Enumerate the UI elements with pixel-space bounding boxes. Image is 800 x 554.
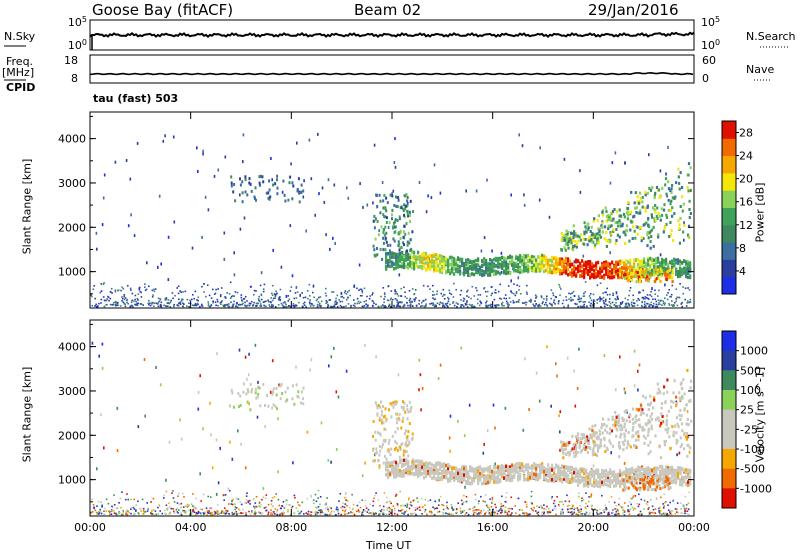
freq-tick-high: 18 (64, 54, 78, 67)
noise-tick-left-high: 105 (68, 15, 87, 29)
power-colorbar-label-20: 20 (739, 173, 753, 186)
power-colorbar-label-16: 16 (739, 196, 753, 209)
nave-label: Nave (746, 63, 775, 76)
velocity-colorbar-seg-8 (722, 488, 736, 509)
y-tick-label-velocity-4000: 4000 (58, 341, 86, 354)
velocity-colorbar-seg-6 (722, 449, 736, 470)
y-tick-label-velocity-2000: 2000 (58, 429, 86, 442)
x-tick-label-3: 12:00 (376, 521, 408, 534)
noise-panel-frame (89, 19, 695, 51)
velocity-colorbar-label-6: -500 (740, 463, 765, 476)
freq-label: Freq. (6, 55, 34, 68)
y-tick-label-power-3000: 3000 (58, 177, 86, 190)
power-colorbar-label-12: 12 (739, 219, 753, 232)
power-colorbar-seg-7 (722, 155, 736, 174)
velocity-colorbar-seg-7 (722, 468, 736, 489)
nave-tick-low: 0 (702, 72, 709, 85)
x-tick-label-4: 16:00 (477, 521, 509, 534)
y-tick-label-velocity-3000: 3000 (58, 385, 86, 398)
noise-trace (89, 31, 695, 39)
velocity-colorbar-label-1: 500 (740, 364, 761, 377)
x-axis-label: Time UT (366, 539, 412, 552)
cpid-text: tau (fast) 503 (93, 92, 179, 105)
nsky-label: N.Sky (4, 30, 36, 43)
freq-unit: [MHz] (2, 66, 35, 79)
power-colorbar-label-28: 28 (739, 127, 753, 140)
velocity-colorbar-label-0: 1000 (740, 345, 768, 358)
velocity-colorbar-label-2: 100 (740, 384, 761, 397)
noise-tick-right-low: 100 (701, 38, 720, 52)
power-colorbar-seg-2 (722, 242, 736, 260)
velocity-colorbar-label-4: -25 (740, 423, 758, 436)
power-colorbar-label-4: 4 (739, 265, 746, 278)
panel-power-cells (90, 132, 692, 308)
velocity-colorbar-seg-5 (722, 429, 736, 450)
velocity-colorbar-seg-4 (722, 409, 736, 430)
power-colorbar-label-8: 8 (739, 242, 746, 255)
freq-tick-low: 8 (71, 72, 78, 85)
velocity-colorbar-label-5: -100 (740, 443, 765, 456)
freq-trace (89, 71, 694, 76)
date-title: 29/Jan/2016 (588, 1, 679, 19)
x-tick-label-1: 04:00 (175, 521, 207, 534)
velocity-colorbar-seg-3 (722, 390, 736, 411)
velocity-colorbar-seg-1 (722, 350, 736, 371)
power-colorbar-seg-3 (722, 224, 736, 243)
power-colorbar-seg-9 (722, 121, 736, 139)
cpid-label: CPID (6, 81, 36, 94)
noise-tick-left-low: 100 (68, 38, 87, 52)
y-tick-label-power-4000: 4000 (58, 133, 86, 146)
noise-tick-right-high: 105 (701, 15, 720, 29)
x-tick-label-6: 00:00 (678, 521, 710, 534)
velocity-colorbar-seg-2 (722, 370, 736, 391)
x-tick-label-0: 00:00 (74, 521, 106, 534)
y-tick-label-power-1000: 1000 (58, 266, 86, 279)
panel-velocity-cells (90, 341, 693, 516)
velocity-colorbar-label-7: -1000 (740, 482, 772, 495)
velocity-colorbar-seg-0 (722, 331, 736, 352)
y-tick-label-velocity-1000: 1000 (58, 474, 86, 487)
power-colorbar-seg-4 (722, 207, 736, 226)
nave-tick-high: 60 (702, 54, 716, 67)
nsearch-label: N.Search (746, 30, 796, 43)
x-tick-label-2: 08:00 (275, 521, 307, 534)
velocity-colorbar-frame (721, 330, 737, 509)
power-colorbar-frame (721, 120, 737, 295)
freq-panel-frame (89, 54, 695, 84)
power-colorbar-seg-8 (722, 138, 736, 157)
power-colorbar-label-24: 24 (739, 150, 753, 163)
y-tick-label-power-2000: 2000 (58, 221, 86, 234)
x-tick-label-5: 20:00 (577, 521, 609, 534)
velocity-colorbar-label-3: 25 (740, 404, 754, 417)
beam-title: Beam 02 (354, 1, 422, 19)
station-title: Goose Bay (fitACF) (92, 1, 234, 19)
power-colorbar-seg-0 (722, 276, 736, 295)
power-colorbar-seg-6 (722, 172, 736, 191)
power-colorbar-seg-5 (722, 190, 736, 208)
power-colorbar-seg-1 (722, 259, 736, 278)
